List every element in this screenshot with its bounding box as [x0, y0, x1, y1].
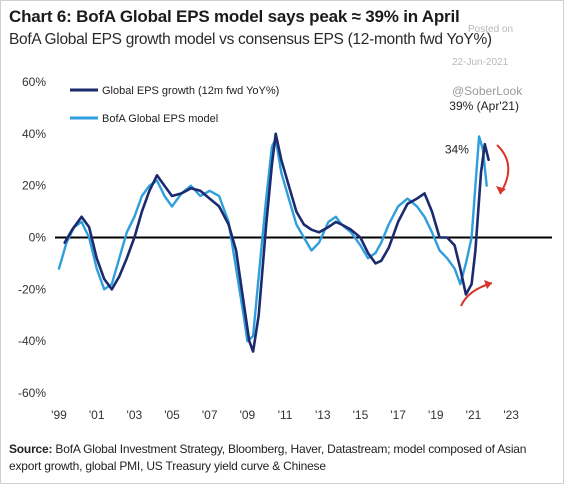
x-tick-label: '07 — [202, 408, 218, 422]
arrow-down — [496, 144, 510, 195]
y-tick-label: 40% — [22, 127, 46, 141]
y-tick-label: 60% — [22, 75, 46, 89]
y-tick-label: -20% — [18, 282, 46, 296]
legend-label: Global EPS growth (12m fwd YoY%) — [102, 85, 279, 97]
x-tick-label: '99 — [51, 408, 67, 422]
series-line-eps-growth — [63, 132, 490, 353]
y-tick-label: 0% — [29, 231, 47, 245]
source-note: Source: BofA Global Investment Strategy,… — [9, 441, 557, 475]
series-line-eps-model — [57, 135, 488, 343]
peak-annotation: 39% (Apr'21) — [449, 99, 519, 113]
source-label: Source: — [9, 442, 53, 456]
x-tick-label: '17 — [390, 408, 406, 422]
legend-label: BofA Global EPS model — [102, 113, 218, 125]
watermark-handle: @SoberLook — [452, 84, 523, 98]
x-tick-label: '03 — [127, 408, 143, 422]
y-tick-label: -40% — [18, 334, 46, 348]
current-annotation: 34% — [445, 142, 469, 156]
x-tick-label: '05 — [164, 408, 180, 422]
y-tick-label: -60% — [18, 386, 46, 400]
watermark-posted: Posted on — [468, 24, 514, 35]
arrow-up-head — [484, 280, 492, 289]
chart-subtitle: BofA Global EPS growth model vs consensu… — [9, 31, 492, 48]
arrow-down-head — [496, 186, 506, 194]
y-tick-label: 20% — [22, 179, 46, 193]
x-tick-label: '09 — [240, 408, 256, 422]
x-tick-label: '19 — [428, 408, 444, 422]
x-tick-label: '13 — [315, 408, 331, 422]
x-tick-label: '01 — [89, 408, 105, 422]
x-tick-label: '23 — [503, 408, 519, 422]
watermark-date: 22-Jun-2021 — [452, 57, 509, 68]
x-tick-label: '21 — [466, 408, 482, 422]
source-text: BofA Global Investment Strategy, Bloombe… — [9, 442, 527, 473]
chart-title: Chart 6: BofA Global EPS model says peak… — [9, 7, 460, 26]
x-tick-label: '11 — [278, 408, 293, 422]
x-tick-label: '15 — [353, 408, 369, 422]
